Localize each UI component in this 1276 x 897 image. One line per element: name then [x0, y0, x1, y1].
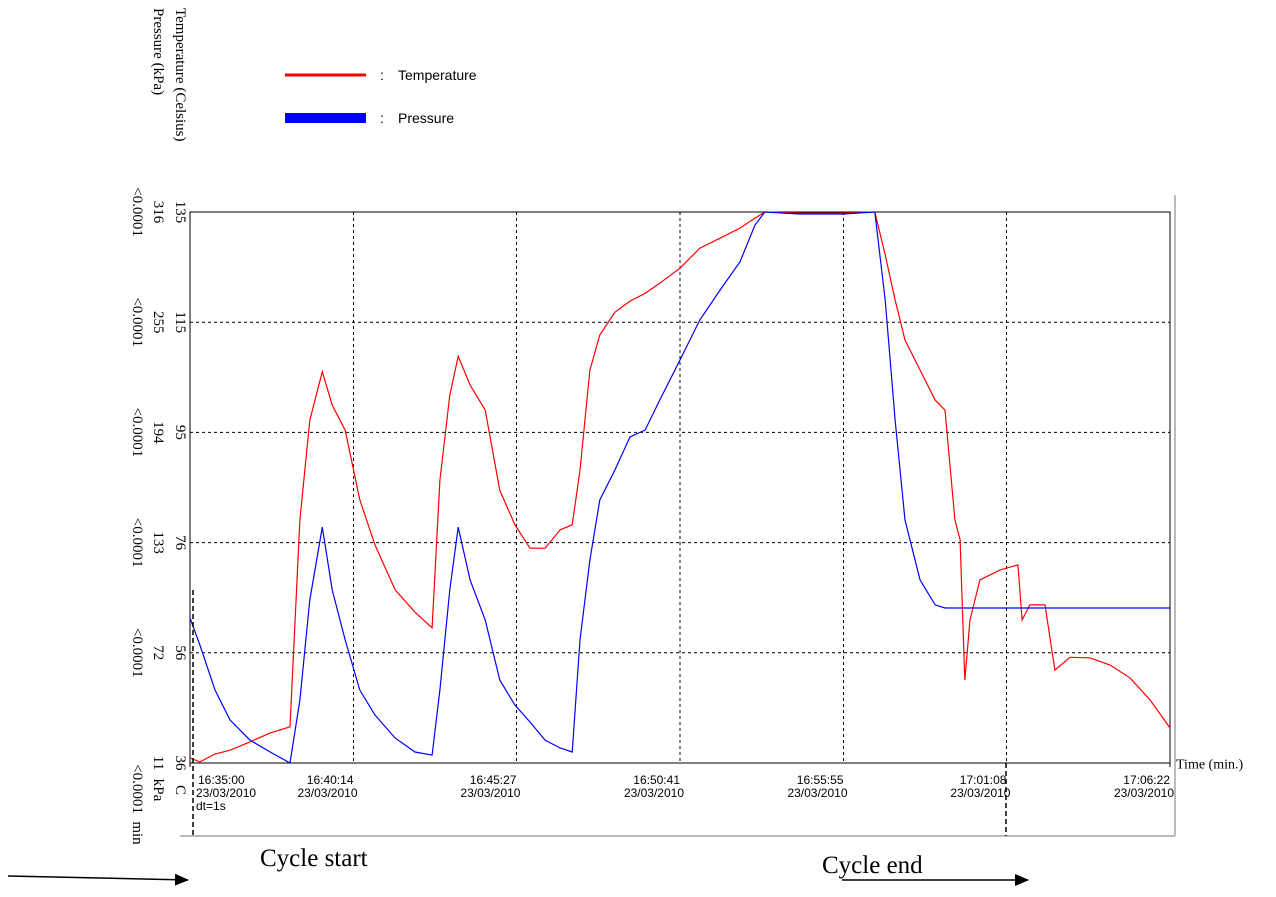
y2-tick-label: 255 [150, 311, 166, 334]
data-line [189, 211, 1171, 763]
arrow [7, 873, 189, 886]
y3-tick-label: <0.0001 [129, 764, 145, 814]
x-tick-date: 23/03/2010 [460, 786, 520, 800]
legend-separator: : [380, 67, 384, 83]
y-tick-label: 135 [172, 201, 188, 224]
x-axis-title: Time (min.) [1176, 758, 1243, 773]
y-tick-label: 95 [172, 425, 188, 440]
y2-tick-label: 133 [150, 531, 166, 554]
y-tick-label: 115 [172, 311, 188, 333]
plot-area: 36 56 76 95 115 135 11 72 133 194 255 316 <0.0001 <0.… [129, 8, 1243, 845]
legend-separator: : [380, 110, 384, 126]
y3-tick-label: <0.0001 [129, 187, 145, 237]
axis-unit: kPa [150, 779, 166, 802]
x-tick-label: 17:01:08 [960, 773, 1007, 787]
x-tick-date: 23/03/2010 [297, 786, 357, 800]
dt-label: dt=1s [196, 799, 226, 813]
x-tick-label: 16:40:14 [307, 773, 354, 787]
axis-unit: C [172, 785, 188, 795]
data-line [189, 211, 1170, 764]
x-tick-date: 23/03/2010 [196, 786, 256, 800]
legend-label: Pressure [398, 110, 454, 126]
x-tick-label: 16:45:27 [470, 773, 517, 787]
y2-axis-title: Pressure (kPa) [150, 8, 166, 95]
x-tick-date: 23/03/2010 [787, 786, 847, 800]
y2-tick-label: 194 [150, 421, 166, 444]
plot-border [189, 211, 1171, 764]
x-tick-date: 23/03/2010 [624, 786, 684, 800]
y2-tick-label: 316 [150, 201, 166, 224]
annotation: Cycle end [822, 852, 923, 879]
y-tick-label: 56 [172, 645, 188, 661]
axis-unit: min [129, 821, 145, 845]
legend: : Temperature: Pressure [285, 67, 477, 126]
y-tick-label: 76 [172, 535, 188, 551]
y-tick-label: 36 [172, 756, 188, 772]
y3-tick-label: <0.0001 [129, 408, 145, 458]
x-tick-label: 16:50:41 [633, 773, 680, 787]
x-tick-label: 16:35:00 [198, 773, 245, 787]
annotation: Cycle start [260, 845, 368, 872]
x-tick-date: 23/03/2010 [950, 786, 1010, 800]
annotations: Cycle start Cycle end [7, 590, 1029, 886]
legend-swatch [285, 113, 366, 123]
x-tick-label: 16:55:55 [797, 773, 844, 787]
y3-tick-label: <0.0001 [129, 628, 145, 678]
y3-tick-label: <0.0001 [129, 297, 145, 347]
y-axis-title: Temperature (Celsius) [172, 8, 188, 141]
x-tick-date: 23/03/2010 [1114, 786, 1174, 800]
y2-tick-label: 72 [150, 645, 166, 660]
x-tick-label: 17:06:22 [1123, 773, 1170, 787]
frame [180, 195, 1176, 837]
y2-tick-label: 11 [150, 756, 166, 770]
y3-tick-label: <0.0001 [129, 518, 145, 568]
legend-label: Temperature [398, 67, 477, 83]
